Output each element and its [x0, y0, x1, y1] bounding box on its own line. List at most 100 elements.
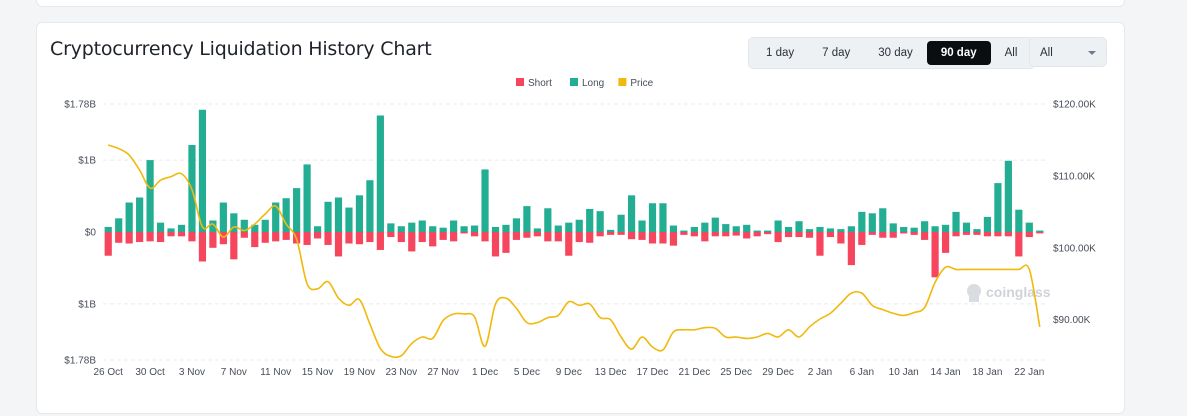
long-bar — [722, 224, 730, 232]
legend: Short Long Price — [516, 78, 654, 89]
x-axis-tick-label: 21 Dec — [679, 367, 711, 378]
short-bar — [805, 232, 814, 238]
short-bar — [1004, 232, 1012, 237]
short-bar — [701, 232, 709, 242]
short-bar — [198, 232, 207, 262]
long-bar — [544, 208, 552, 232]
short-bar — [136, 232, 144, 243]
short-bar — [104, 232, 112, 256]
range-1-day[interactable]: 1 day — [766, 47, 795, 59]
x-axis-tick-label: 10 Jan — [889, 367, 919, 378]
short-bar — [251, 232, 259, 248]
legend-swatch-price — [618, 78, 627, 86]
short-bar — [826, 232, 835, 238]
long-bar — [973, 229, 981, 232]
right-axis-tick-label: $120.00K — [1053, 100, 1096, 111]
long-bar — [397, 226, 405, 232]
long-bar — [533, 228, 541, 232]
x-axis-tick-label: 15 Nov — [302, 367, 334, 378]
short-bar — [722, 232, 730, 237]
long-bar — [439, 227, 447, 232]
short-bar — [586, 232, 594, 243]
x-axis-tick-label: 22 Jan — [1014, 367, 1044, 378]
short-bar — [889, 232, 897, 238]
short-bar — [450, 232, 458, 242]
short-bar — [272, 232, 280, 242]
long-bar — [115, 218, 123, 232]
liquidation-chart-card — [36, 22, 1125, 414]
short-bar — [638, 232, 646, 240]
short-bar — [533, 232, 541, 237]
short-bar — [669, 232, 678, 246]
x-axis-tick-label: 9 Dec — [556, 367, 582, 378]
x-axis-tick-label: 27 Nov — [427, 367, 459, 378]
x-axis-tick-label: 2 Jan — [808, 367, 832, 378]
short-bar — [596, 232, 604, 237]
short-bar — [962, 232, 971, 235]
short-bar — [502, 232, 510, 253]
legend-swatch-short — [516, 78, 524, 86]
legend-label-long: Long — [582, 78, 604, 89]
short-bar — [994, 232, 1002, 237]
range-7-day[interactable]: 7 day — [822, 47, 851, 59]
long-bar — [701, 222, 709, 232]
short-bar — [1036, 232, 1044, 234]
long-bar — [638, 220, 646, 232]
coin-select-value: All — [1040, 47, 1053, 59]
short-bar — [261, 232, 269, 243]
left-axis-tick-label: $1B — [78, 156, 96, 167]
long-bar — [104, 226, 112, 232]
long-bar — [450, 220, 458, 232]
short-bar — [544, 232, 552, 242]
long-bar — [753, 230, 761, 232]
short-bar — [355, 232, 364, 245]
short-bar — [209, 232, 217, 248]
short-bar — [491, 232, 500, 257]
long-bar — [837, 229, 845, 232]
short-bar — [418, 232, 426, 243]
long-bar — [858, 211, 866, 232]
long-bar — [795, 221, 803, 232]
x-axis-tick-label: 30 Oct — [135, 367, 165, 378]
long-bar — [764, 230, 772, 232]
long-bar — [136, 197, 144, 232]
range-all[interactable]: All — [1004, 47, 1018, 59]
long-bar — [303, 164, 311, 232]
short-bar — [334, 232, 343, 257]
short-bar — [690, 232, 698, 237]
range-90-day[interactable]: 90 day — [926, 41, 991, 65]
long-bar — [743, 224, 751, 232]
short-bar — [627, 232, 636, 240]
x-axis-tick-label: 7 Nov — [221, 367, 247, 378]
short-bar — [115, 232, 123, 243]
range-30-day[interactable]: 30 day — [878, 47, 913, 59]
short-bar — [921, 232, 929, 240]
long-bar — [669, 225, 678, 232]
long-bar — [941, 224, 950, 232]
long-bar — [648, 203, 657, 232]
short-bar — [156, 232, 165, 243]
long-bar — [784, 226, 793, 232]
coin-select[interactable]: All — [1029, 37, 1107, 67]
long-bar — [355, 195, 364, 232]
long-bar — [994, 183, 1002, 232]
short-bar — [125, 232, 133, 244]
short-bar — [219, 232, 227, 245]
long-bar — [565, 222, 573, 232]
time-range-selector: 1 day 7 day 30 day 90 day All — [748, 37, 1036, 69]
long-bar — [889, 223, 897, 232]
short-bar — [460, 232, 468, 234]
long-bar — [387, 223, 395, 232]
long-bar — [272, 202, 280, 232]
short-bar — [816, 232, 824, 256]
right-axis-tick-label: $110.00K — [1053, 171, 1095, 182]
long-bar — [429, 226, 437, 232]
short-bar — [983, 232, 992, 237]
long-bar — [879, 208, 887, 232]
long-bar — [282, 198, 290, 232]
short-bar — [607, 232, 615, 235]
short-bar — [931, 232, 939, 278]
short-bar — [732, 232, 740, 236]
x-axis-tick-label: 26 Oct — [93, 367, 123, 378]
x-axis-tick-label: 3 Nov — [179, 367, 205, 378]
